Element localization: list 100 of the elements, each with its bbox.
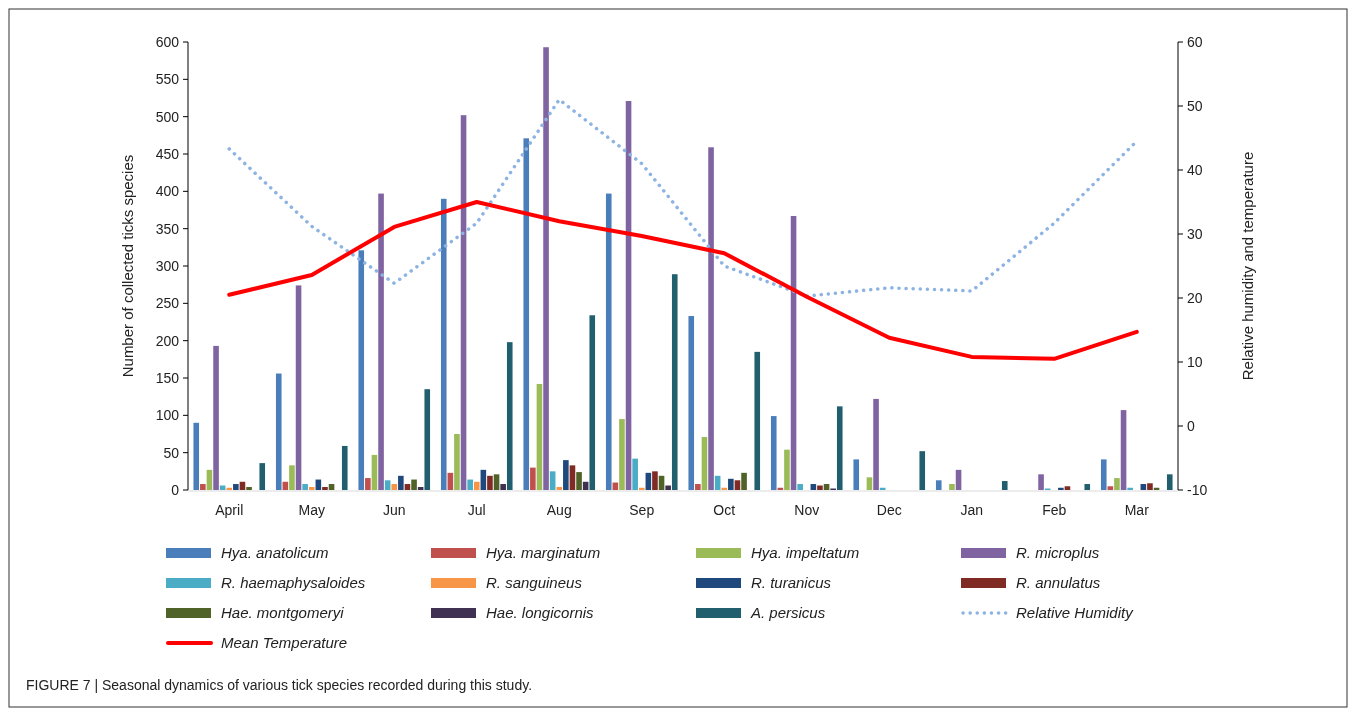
bar xyxy=(741,472,747,490)
bar xyxy=(817,485,823,490)
legend-label: R. sanguineus xyxy=(486,574,583,592)
y-tick-label: 550 xyxy=(155,71,180,88)
bar xyxy=(1166,474,1173,490)
bar xyxy=(728,478,734,490)
legend-label: Hya. impeltatum xyxy=(751,544,860,562)
bar xyxy=(391,484,398,490)
legend-label: Relative Humidity xyxy=(1016,604,1135,622)
bar xyxy=(754,351,761,490)
bar xyxy=(424,389,431,490)
x-tick-label: April xyxy=(215,502,244,518)
bar xyxy=(226,487,233,490)
bar xyxy=(797,484,803,490)
bar xyxy=(770,416,777,490)
legend-label: R. turanicus xyxy=(751,574,832,592)
bar xyxy=(556,487,563,490)
x-tick-label: Feb xyxy=(1042,502,1067,518)
bar xyxy=(233,484,239,490)
y2-tick-label: 40 xyxy=(1187,161,1203,178)
bar xyxy=(440,198,447,490)
y-tick-label: 350 xyxy=(155,220,180,237)
legend-label: Hae. montgomeryi xyxy=(221,604,345,622)
y-tick-label: 500 xyxy=(155,108,180,125)
bar xyxy=(308,487,315,490)
bar xyxy=(246,487,252,490)
y2-tick-label: 10 xyxy=(1187,353,1203,370)
legend-label: Hya. marginatum xyxy=(486,544,601,562)
bar xyxy=(810,484,817,490)
bar xyxy=(193,422,200,490)
x-tick-label: Aug xyxy=(546,502,572,518)
legend-label: R. haemaphysaloides xyxy=(221,574,366,592)
y-tick-label: 250 xyxy=(155,295,180,312)
bar xyxy=(784,449,790,490)
bar xyxy=(328,484,335,490)
bar xyxy=(708,147,714,490)
bar xyxy=(563,460,569,490)
x-tick-label: Dec xyxy=(876,502,902,518)
legend-label: R. annulatus xyxy=(1016,574,1101,592)
bar xyxy=(619,419,625,490)
bar xyxy=(365,478,371,490)
bar xyxy=(665,485,671,490)
bar xyxy=(721,487,728,490)
y-tick-label: 600 xyxy=(155,33,180,50)
x-tick-label: Jul xyxy=(467,502,486,518)
y-tick-label: 50 xyxy=(163,444,180,461)
bar xyxy=(493,474,500,490)
bar xyxy=(411,479,417,490)
bar xyxy=(949,484,955,490)
bar xyxy=(302,484,308,490)
bar xyxy=(500,484,506,490)
x-tick-label: Jun xyxy=(382,502,406,518)
bar xyxy=(384,480,391,490)
legend-label: A. persicus xyxy=(750,604,826,622)
y-tick-label: 400 xyxy=(155,183,180,200)
bar xyxy=(200,484,206,490)
y-tick-label: 300 xyxy=(155,257,180,274)
y-axis-title: Number of collected ticks species xyxy=(119,154,136,378)
bar xyxy=(1058,487,1064,490)
x-tick-label: Mar xyxy=(1124,502,1150,518)
bar xyxy=(823,484,830,490)
bar xyxy=(836,406,843,490)
bar xyxy=(404,484,411,490)
x-tick-label: May xyxy=(298,502,325,518)
x-tick-label: Oct xyxy=(713,502,736,518)
bar xyxy=(576,472,582,490)
bar xyxy=(873,398,879,490)
y2-tick-label: 20 xyxy=(1187,289,1203,306)
bar xyxy=(289,465,295,490)
bar xyxy=(543,47,549,490)
bar xyxy=(473,481,480,490)
y2-tick-label: 50 xyxy=(1187,97,1203,114)
bar xyxy=(341,445,348,490)
bar xyxy=(549,471,556,490)
bar xyxy=(652,471,658,490)
bar xyxy=(275,373,282,490)
bar xyxy=(530,467,536,490)
bar xyxy=(1084,484,1091,490)
legend-label: Hya. anatolicum xyxy=(221,544,329,562)
bar xyxy=(454,434,460,490)
bar xyxy=(322,487,328,490)
bar xyxy=(734,480,741,490)
bar xyxy=(487,475,493,490)
x-tick-label: Nov xyxy=(794,502,820,518)
bar xyxy=(467,479,473,490)
bar xyxy=(688,316,695,490)
bar xyxy=(695,484,701,490)
bar xyxy=(259,463,266,490)
bar xyxy=(605,193,612,490)
y-tick-label: 100 xyxy=(155,407,180,424)
bar xyxy=(1038,474,1044,490)
bar xyxy=(569,465,576,490)
bar xyxy=(358,250,365,490)
bar xyxy=(378,193,384,490)
y-tick-label: 0 xyxy=(171,481,180,498)
y-tick-label: 450 xyxy=(155,145,180,162)
bar xyxy=(866,477,873,490)
bar xyxy=(671,274,678,490)
y2-tick-label: 30 xyxy=(1187,225,1203,242)
bar xyxy=(1100,459,1107,490)
